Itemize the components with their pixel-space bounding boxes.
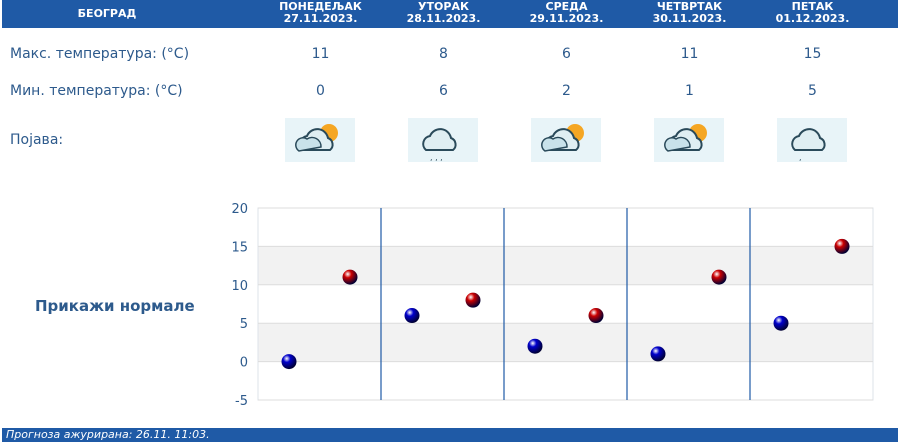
show-normals-link[interactable]: Прикажи нормале	[35, 297, 195, 315]
forecast-updated: Прогноза ажурирана: 26.11. 11:03.	[2, 428, 898, 442]
day-name: СРЕДА	[545, 0, 588, 13]
svg-text:, , ,: , , ,	[430, 153, 443, 162]
day-date: 29.11.2023.	[529, 12, 604, 25]
max-temp-value: 11	[311, 46, 330, 62]
min-temp-point	[650, 346, 666, 362]
city-name: БЕОГРАД	[77, 7, 137, 20]
day-header: ПОНЕДЕЉАК 27.11.2023.	[259, 1, 382, 25]
y-tick-label: 15	[231, 240, 248, 255]
day-date: 28.11.2023.	[406, 12, 481, 25]
day-date: 01.12.2023.	[775, 12, 850, 25]
grid-band	[258, 323, 873, 362]
y-tick-label: 10	[231, 279, 248, 294]
min-temp-point	[404, 308, 420, 324]
max-temp-point	[588, 308, 604, 324]
day-date: 30.11.2023.	[652, 12, 727, 25]
partly-cloudy-icon	[531, 118, 601, 162]
min-temp-value: 0	[316, 83, 325, 99]
cloud-rain-icon: , , ,	[408, 118, 478, 162]
grid-band	[258, 246, 873, 285]
day-name: ПЕТАК	[791, 0, 834, 13]
max-temp-point	[465, 292, 481, 308]
max-temp-point	[711, 269, 727, 285]
y-tick-label: 20	[231, 202, 248, 217]
max-temp-value: 15	[803, 46, 822, 62]
svg-text:,: ,	[799, 153, 802, 162]
cloud-light-rain-icon: ,	[777, 118, 847, 162]
day-date: 27.11.2023.	[283, 12, 358, 25]
day-header: СРЕДА 29.11.2023.	[505, 1, 628, 25]
min-temp-value: 6	[439, 83, 448, 99]
y-tick-label: -5	[235, 394, 248, 409]
min-temp-point	[281, 354, 297, 370]
day-header: ЧЕТВРТАК 30.11.2023.	[628, 1, 751, 25]
min-temp-label: Мин. температура: (°C)	[10, 83, 183, 99]
max-temp-point	[834, 238, 850, 254]
min-temp-point	[527, 338, 543, 354]
day-name: ПОНЕДЕЉАК	[279, 0, 362, 13]
partly-cloudy-icon	[285, 118, 355, 162]
min-temp-value: 1	[685, 83, 694, 99]
max-temp-point	[342, 269, 358, 285]
partly-cloudy-icon	[654, 118, 724, 162]
y-tick-label: 0	[240, 356, 248, 371]
plot-frame	[257, 207, 874, 401]
max-temp-value: 6	[562, 46, 571, 62]
day-name: ЧЕТВРТАК	[656, 0, 723, 13]
day-name: УТОРАК	[418, 0, 469, 13]
max-temp-label: Макс. температура: (°C)	[10, 46, 190, 62]
min-temp-value: 2	[562, 83, 571, 99]
y-tick-label: 5	[240, 317, 248, 332]
day-header: УТОРАК 28.11.2023.	[382, 1, 505, 25]
max-temp-value: 11	[680, 46, 699, 62]
header-bar: БЕОГРАД ПОНЕДЕЉАК 27.11.2023. УТОРАК 28.11.…	[2, 0, 898, 28]
day-header: ПЕТАК 01.12.2023.	[751, 1, 874, 25]
phenomenon-label: Појава:	[10, 132, 64, 148]
max-temp-value: 8	[439, 46, 448, 62]
min-temp-value: 5	[808, 83, 817, 99]
min-temp-point	[773, 315, 789, 331]
